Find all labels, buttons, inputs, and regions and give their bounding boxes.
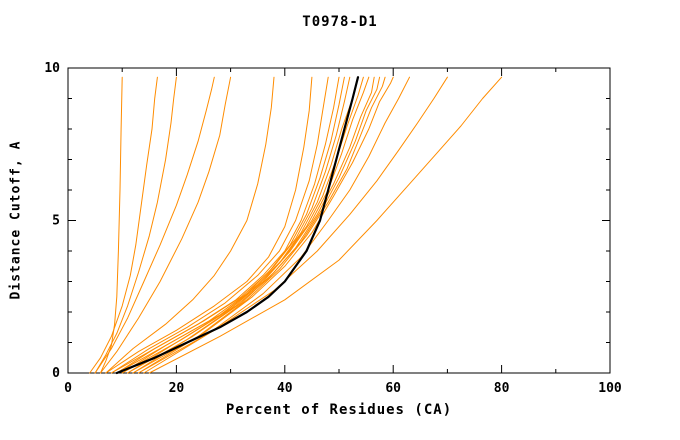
model-curve-model-06	[105, 76, 275, 374]
x-tick-label: 80	[494, 381, 510, 396]
model-curve-model-19	[143, 76, 410, 374]
model-curve-model-18	[132, 76, 394, 374]
reference-curve	[115, 76, 360, 375]
model-curve-model-10	[110, 76, 345, 374]
model-curve-model-05	[100, 76, 232, 374]
y-tick-label: 5	[52, 214, 60, 229]
model-curve-model-20	[138, 76, 448, 374]
y-tick-label: 10	[44, 61, 60, 76]
model-curve-model-13	[127, 76, 364, 374]
model-curve-model-02	[89, 76, 158, 374]
model-curve-model-08	[110, 76, 329, 374]
y-tick-label: 0	[52, 366, 60, 381]
x-axis-label: Percent of Residues (CA)	[225, 402, 453, 418]
model-curve-model-16	[127, 76, 381, 374]
model-curve-model-12	[116, 76, 359, 374]
model-curve-model-17	[138, 76, 386, 374]
model-curve-model-15	[132, 76, 375, 374]
y-axis-label: Distance Cutoff, A	[8, 140, 24, 300]
model-curve-model-04	[94, 76, 215, 374]
chart-title: T0978-D1	[302, 14, 378, 30]
model-curve-model-21	[148, 76, 503, 374]
x-tick-label: 100	[598, 381, 622, 396]
model-curve-model-14	[121, 76, 370, 374]
model-curve-model-07	[105, 76, 313, 374]
x-tick-label: 40	[277, 381, 293, 396]
model-curve-model-11	[121, 76, 351, 374]
x-tick-label: 0	[64, 381, 72, 396]
x-tick-label: 20	[169, 381, 185, 396]
x-tick-label: 60	[385, 381, 401, 396]
model-curve-model-01	[100, 76, 123, 374]
axis-frame	[67, 67, 611, 374]
model-curve-model-03	[94, 76, 177, 374]
